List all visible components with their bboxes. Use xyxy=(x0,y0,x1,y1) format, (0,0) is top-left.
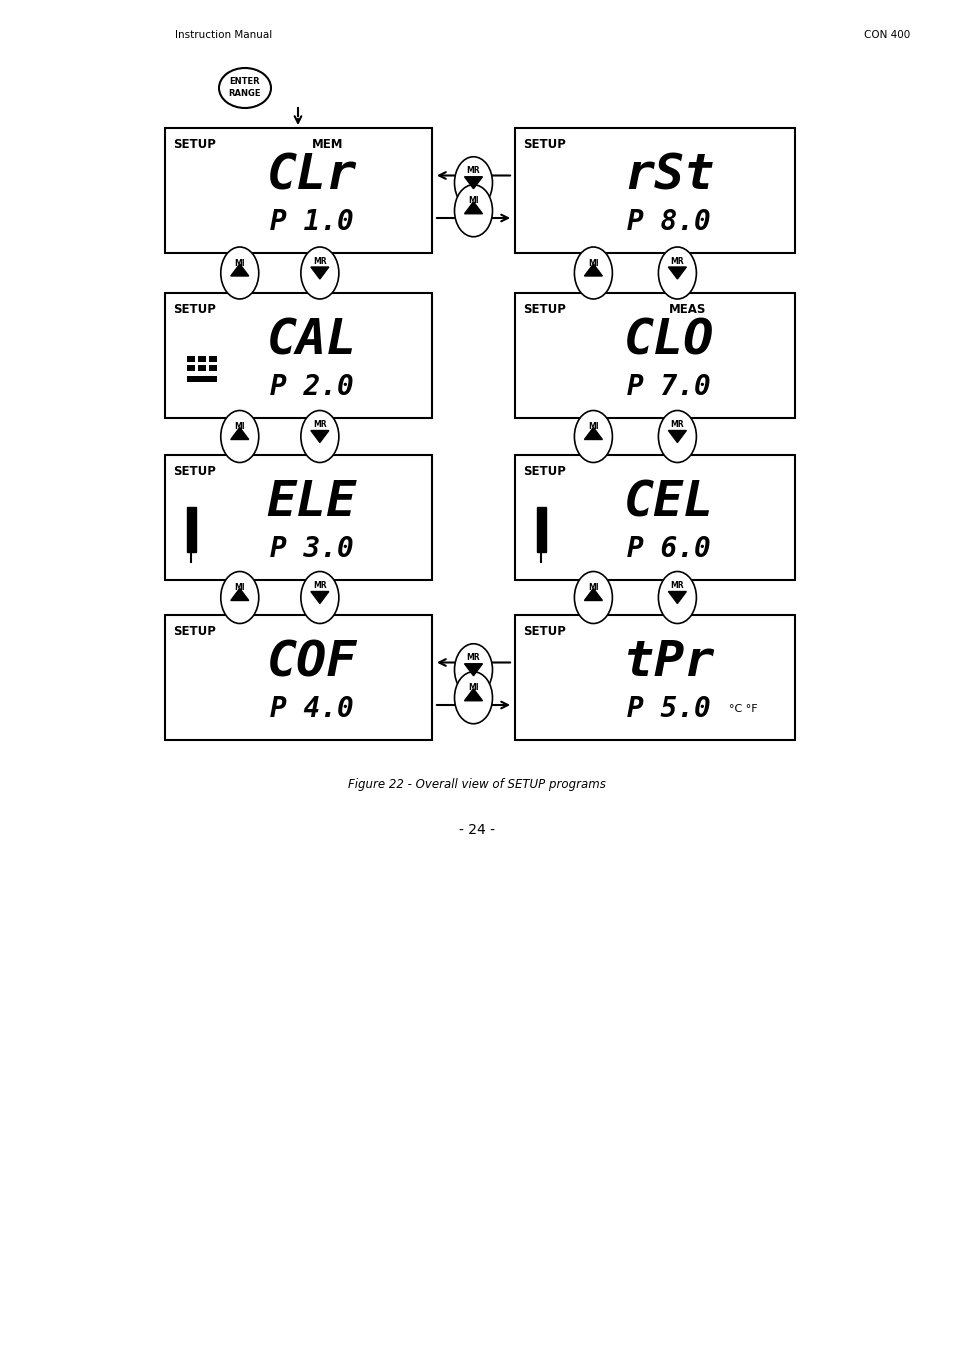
Text: CON 400: CON 400 xyxy=(863,30,909,40)
Text: MR: MR xyxy=(466,166,479,176)
Text: MI: MI xyxy=(468,683,478,693)
Ellipse shape xyxy=(574,571,612,624)
Text: COF: COF xyxy=(267,639,356,687)
Text: CEL: CEL xyxy=(623,478,714,526)
Polygon shape xyxy=(464,201,482,213)
Text: MEAS: MEAS xyxy=(668,302,705,316)
Text: MI: MI xyxy=(468,196,478,205)
Ellipse shape xyxy=(300,571,338,624)
Bar xyxy=(187,364,194,371)
Polygon shape xyxy=(668,591,685,603)
Text: - 24 -: - 24 - xyxy=(458,824,495,837)
Text: ELE: ELE xyxy=(267,478,356,526)
Ellipse shape xyxy=(574,247,612,298)
Bar xyxy=(198,364,206,371)
Text: SETUP: SETUP xyxy=(522,464,565,478)
Bar xyxy=(515,616,794,740)
Text: MR: MR xyxy=(313,420,326,429)
Bar xyxy=(515,455,794,580)
Text: MEM: MEM xyxy=(312,138,343,151)
Ellipse shape xyxy=(454,672,492,724)
Text: MR: MR xyxy=(670,420,683,429)
Polygon shape xyxy=(584,428,601,440)
Ellipse shape xyxy=(658,247,696,298)
Text: tPr: tPr xyxy=(623,639,714,687)
Ellipse shape xyxy=(220,247,258,298)
Bar xyxy=(515,128,794,252)
Text: P 7.0: P 7.0 xyxy=(626,373,710,401)
Text: SETUP: SETUP xyxy=(522,302,565,316)
Bar xyxy=(165,616,432,740)
Polygon shape xyxy=(464,688,482,701)
Ellipse shape xyxy=(300,247,338,298)
Ellipse shape xyxy=(220,571,258,624)
Text: SETUP: SETUP xyxy=(172,302,215,316)
Text: rSt: rSt xyxy=(623,151,714,200)
Text: °C °F: °C °F xyxy=(728,703,757,714)
Polygon shape xyxy=(231,265,249,275)
Text: MI: MI xyxy=(587,258,598,267)
Text: P 3.0: P 3.0 xyxy=(270,535,354,563)
Bar xyxy=(165,293,432,418)
Text: MI: MI xyxy=(234,258,245,267)
Text: MR: MR xyxy=(313,580,326,590)
Bar xyxy=(165,128,432,252)
Ellipse shape xyxy=(219,68,271,108)
Bar xyxy=(209,356,216,362)
Text: MI: MI xyxy=(234,583,245,593)
Bar xyxy=(187,356,194,362)
Bar xyxy=(198,356,206,362)
Text: CLO: CLO xyxy=(623,316,714,365)
Polygon shape xyxy=(464,664,482,676)
Text: MR: MR xyxy=(670,580,683,590)
Polygon shape xyxy=(584,265,601,275)
Polygon shape xyxy=(584,589,601,601)
Text: SETUP: SETUP xyxy=(522,138,565,151)
Text: Figure 22 - Overall view of SETUP programs: Figure 22 - Overall view of SETUP progra… xyxy=(348,778,605,791)
Ellipse shape xyxy=(658,571,696,624)
Polygon shape xyxy=(311,267,329,279)
Text: MR: MR xyxy=(313,256,326,266)
Polygon shape xyxy=(311,431,329,443)
Text: MR: MR xyxy=(466,653,479,663)
Polygon shape xyxy=(668,267,685,279)
Text: MI: MI xyxy=(587,423,598,431)
Polygon shape xyxy=(231,428,249,440)
Text: CAL: CAL xyxy=(267,316,356,365)
Bar xyxy=(537,508,545,552)
Text: RANGE: RANGE xyxy=(229,89,261,99)
Polygon shape xyxy=(464,177,482,189)
Bar xyxy=(209,364,216,371)
Ellipse shape xyxy=(454,157,492,209)
Text: SETUP: SETUP xyxy=(172,464,215,478)
Bar xyxy=(187,377,216,382)
Text: P 5.0: P 5.0 xyxy=(626,695,710,722)
Text: CLr: CLr xyxy=(267,151,356,200)
Text: SETUP: SETUP xyxy=(522,625,565,639)
Ellipse shape xyxy=(454,185,492,236)
Bar xyxy=(187,508,195,552)
Polygon shape xyxy=(311,591,329,603)
Text: SETUP: SETUP xyxy=(172,138,215,151)
Polygon shape xyxy=(668,431,685,443)
Text: P 6.0: P 6.0 xyxy=(626,535,710,563)
Text: MI: MI xyxy=(587,583,598,593)
Ellipse shape xyxy=(300,410,338,463)
Text: Instruction Manual: Instruction Manual xyxy=(174,30,272,40)
Text: MI: MI xyxy=(234,423,245,431)
Text: ENTER: ENTER xyxy=(230,77,260,85)
Text: SETUP: SETUP xyxy=(172,625,215,639)
Bar xyxy=(515,293,794,418)
Text: MR: MR xyxy=(670,256,683,266)
Text: P 8.0: P 8.0 xyxy=(626,208,710,236)
Ellipse shape xyxy=(574,410,612,463)
Text: P 1.0: P 1.0 xyxy=(270,208,354,236)
Text: P 2.0: P 2.0 xyxy=(270,373,354,401)
Polygon shape xyxy=(231,589,249,601)
Text: P 4.0: P 4.0 xyxy=(270,695,354,722)
Ellipse shape xyxy=(658,410,696,463)
Bar xyxy=(165,455,432,580)
Ellipse shape xyxy=(220,410,258,463)
Ellipse shape xyxy=(454,644,492,695)
